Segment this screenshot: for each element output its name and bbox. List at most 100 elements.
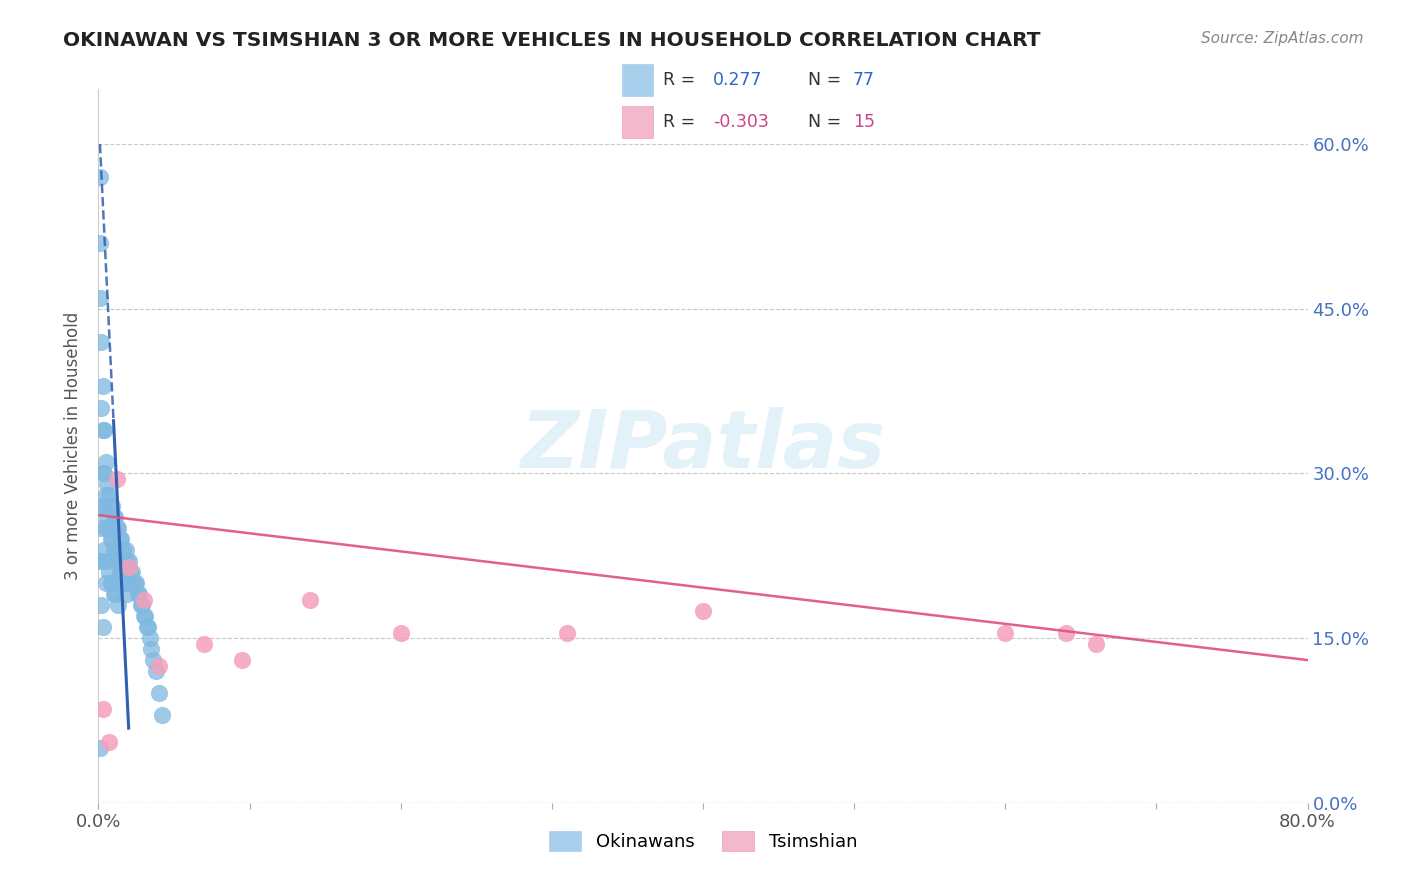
Point bbox=[110, 533, 132, 547]
Point bbox=[193, 637, 215, 651]
Point bbox=[1054, 625, 1077, 640]
FancyBboxPatch shape bbox=[621, 64, 652, 95]
Point bbox=[105, 472, 128, 486]
Point bbox=[129, 598, 152, 612]
Point bbox=[90, 521, 112, 535]
Point bbox=[114, 543, 136, 558]
Text: R =: R = bbox=[664, 113, 696, 131]
Point bbox=[93, 543, 115, 558]
Point bbox=[108, 566, 131, 580]
Text: 0.277: 0.277 bbox=[713, 70, 762, 88]
Point bbox=[98, 566, 121, 580]
Text: ZIPatlas: ZIPatlas bbox=[520, 407, 886, 485]
Point bbox=[110, 566, 132, 580]
Point bbox=[89, 169, 111, 184]
Point bbox=[91, 554, 114, 568]
Point bbox=[136, 620, 159, 634]
Point bbox=[93, 467, 115, 481]
Text: N =: N = bbox=[808, 70, 841, 88]
Point bbox=[142, 653, 165, 667]
Point bbox=[91, 467, 114, 481]
Point bbox=[89, 740, 111, 755]
Y-axis label: 3 or more Vehicles in Household: 3 or more Vehicles in Household bbox=[65, 312, 83, 580]
Point bbox=[100, 576, 122, 591]
Point bbox=[107, 598, 129, 612]
Point bbox=[104, 587, 127, 601]
Point bbox=[98, 488, 121, 502]
Point bbox=[105, 521, 128, 535]
Point bbox=[91, 702, 114, 716]
Point bbox=[148, 686, 170, 700]
Point bbox=[111, 576, 134, 591]
Point bbox=[125, 576, 148, 591]
Point bbox=[94, 521, 117, 535]
Point bbox=[103, 543, 125, 558]
Point bbox=[91, 378, 114, 392]
Point bbox=[96, 477, 118, 491]
Point bbox=[127, 587, 149, 601]
Point bbox=[555, 625, 578, 640]
Point bbox=[93, 423, 115, 437]
Text: -0.303: -0.303 bbox=[713, 113, 769, 131]
Point bbox=[94, 455, 117, 469]
Point bbox=[101, 576, 124, 591]
Text: Source: ZipAtlas.com: Source: ZipAtlas.com bbox=[1201, 31, 1364, 46]
Point bbox=[118, 554, 141, 568]
Point bbox=[101, 533, 124, 547]
Point bbox=[299, 592, 322, 607]
Point bbox=[131, 598, 153, 612]
Point bbox=[107, 554, 129, 568]
Point bbox=[93, 500, 115, 514]
Legend: Okinawans, Tsimshian: Okinawans, Tsimshian bbox=[541, 823, 865, 858]
Text: N =: N = bbox=[808, 113, 841, 131]
Point bbox=[107, 521, 129, 535]
Point bbox=[150, 708, 173, 723]
Point bbox=[692, 604, 714, 618]
Point bbox=[100, 533, 122, 547]
Point bbox=[89, 291, 111, 305]
Point bbox=[90, 598, 112, 612]
Point bbox=[139, 631, 162, 645]
Point bbox=[104, 543, 127, 558]
Text: 77: 77 bbox=[852, 70, 875, 88]
Point bbox=[98, 735, 121, 749]
Point bbox=[105, 554, 128, 568]
Point bbox=[94, 488, 117, 502]
Point bbox=[128, 587, 150, 601]
Point bbox=[994, 625, 1017, 640]
Point bbox=[90, 401, 112, 415]
Point bbox=[121, 566, 143, 580]
Point bbox=[115, 554, 138, 568]
Point bbox=[132, 609, 155, 624]
Text: 15: 15 bbox=[852, 113, 875, 131]
Point bbox=[145, 664, 167, 678]
Point bbox=[132, 592, 155, 607]
Point bbox=[89, 554, 111, 568]
Text: R =: R = bbox=[664, 70, 696, 88]
Point bbox=[91, 423, 114, 437]
Point bbox=[98, 521, 121, 535]
Point bbox=[1085, 637, 1108, 651]
Point bbox=[96, 510, 118, 524]
Point bbox=[94, 576, 117, 591]
Point bbox=[148, 658, 170, 673]
Point bbox=[111, 543, 134, 558]
Point bbox=[122, 576, 145, 591]
Point bbox=[100, 500, 122, 514]
Point bbox=[141, 642, 163, 657]
FancyBboxPatch shape bbox=[621, 106, 652, 138]
Point bbox=[104, 510, 127, 524]
Point bbox=[112, 554, 135, 568]
Point bbox=[103, 587, 125, 601]
Point bbox=[90, 334, 112, 349]
Point bbox=[389, 625, 412, 640]
Point bbox=[103, 510, 125, 524]
Point bbox=[120, 566, 142, 580]
Point bbox=[135, 620, 157, 634]
Point bbox=[124, 576, 146, 591]
Point bbox=[96, 554, 118, 568]
Point bbox=[231, 653, 253, 667]
Point bbox=[101, 500, 124, 514]
Point bbox=[114, 576, 136, 591]
Point bbox=[91, 500, 114, 514]
